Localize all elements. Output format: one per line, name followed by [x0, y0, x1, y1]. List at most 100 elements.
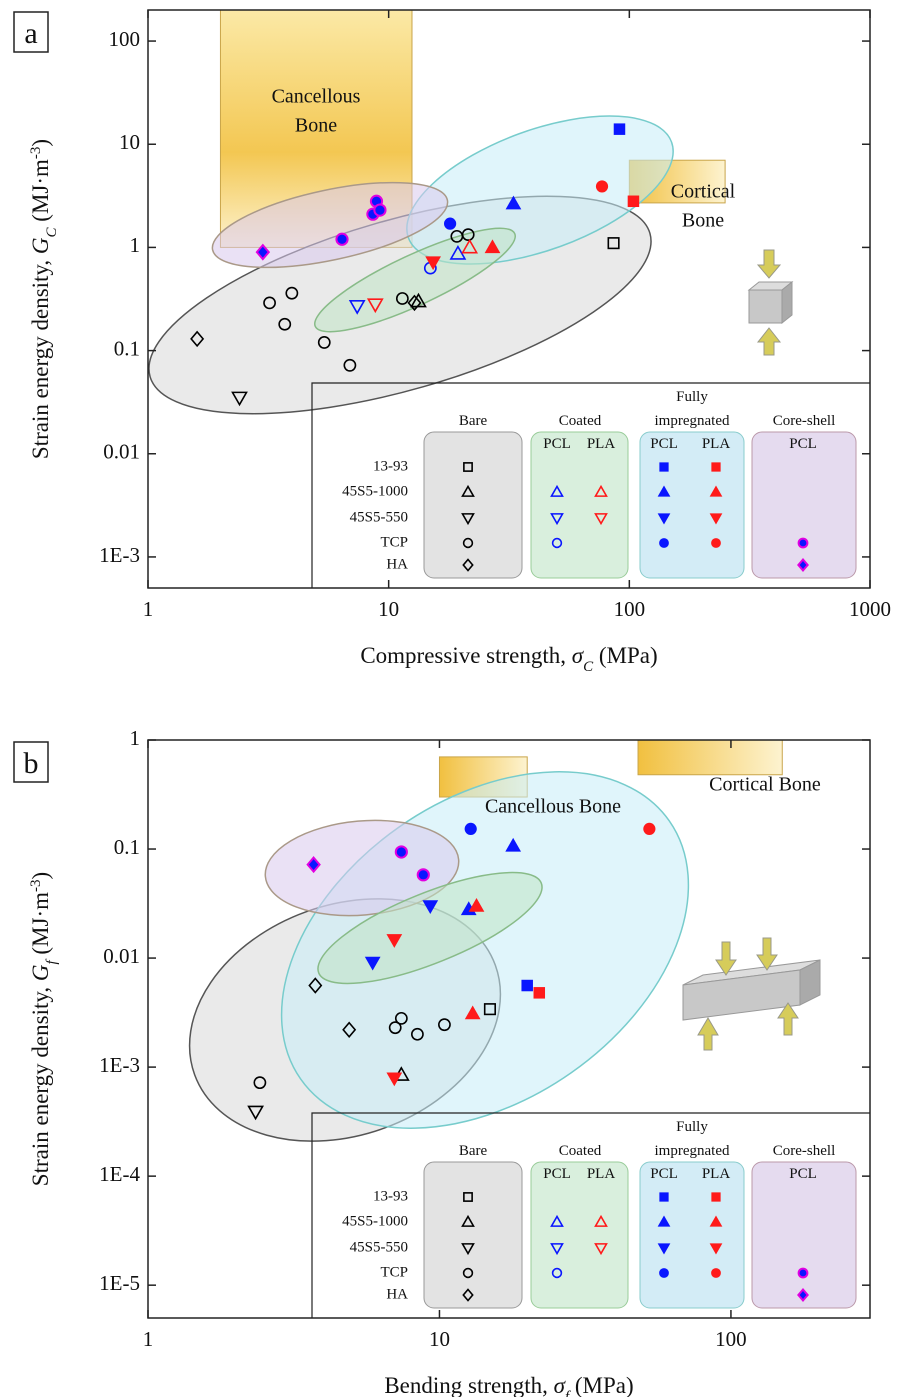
legend-group-box: [530, 431, 629, 579]
y-tick-label: 1E-4: [99, 1162, 140, 1186]
marker-D: [797, 557, 809, 573]
panel-box: [13, 741, 49, 783]
legend-row-label: 45S5-550: [350, 1239, 408, 1255]
marker-circle: [444, 217, 457, 230]
legend-row-label: 45S5-1000: [342, 1213, 408, 1229]
y-axis-title-part: C: [44, 226, 60, 237]
marker-v: [366, 298, 384, 314]
marker-v: [348, 300, 366, 315]
marker-square: [463, 1192, 473, 1202]
marker-circle: [438, 1018, 451, 1032]
legend-row-label: 13-93: [373, 1188, 408, 1204]
x-tick-label: 1: [143, 597, 154, 621]
y-tick-label: 0.01: [103, 440, 140, 464]
legend-row-label: TCP: [380, 534, 408, 550]
legend-row-label: 45S5-550: [350, 509, 408, 525]
legend-group-title: Coated: [559, 1143, 602, 1159]
legend-subtitle: PLA: [702, 436, 731, 452]
y-axis-title-part: Strain energy density,: [28, 981, 53, 1186]
legend-group-title: Fully: [676, 389, 708, 405]
marker-^: [657, 1215, 671, 1227]
legend-frame: [311, 1112, 870, 1318]
legend-subtitle: PCL: [789, 1166, 817, 1182]
x-axis-title-part: (MPa): [593, 643, 658, 668]
marker-square: [659, 462, 669, 472]
marker-v: [461, 1243, 475, 1256]
x-tick-label: 10: [378, 597, 399, 621]
marker-circle: [388, 1021, 402, 1035]
marker-D: [255, 243, 271, 261]
marker-^: [505, 837, 522, 852]
region-label: Bone: [682, 210, 724, 232]
marker-circle: [797, 537, 809, 549]
marker-circle: [643, 822, 656, 835]
legend-frame: [311, 382, 870, 588]
legend-row-label: TCP: [380, 1264, 408, 1280]
marker-square: [627, 195, 640, 208]
marker-^: [449, 245, 467, 260]
marker-v: [461, 513, 475, 526]
marker-circle: [395, 292, 409, 305]
group-ellipse: [264, 819, 460, 917]
ellipses-b: [188, 771, 690, 1142]
legend-group-box: [423, 431, 523, 579]
marker-^: [505, 195, 522, 210]
y-tick-label: 10: [119, 130, 140, 154]
x-axis-title-part: Compressive strength,: [360, 643, 571, 668]
ellipses-a: [148, 115, 674, 415]
y-tick-label: 0.1: [114, 336, 140, 360]
y-tick-label: 1E-5: [99, 1271, 140, 1295]
marker-circle: [416, 868, 430, 882]
marker-v: [386, 934, 403, 948]
marker-D: [462, 1288, 474, 1302]
y-axis-title-part: (MJ·m: [28, 892, 53, 960]
marker-circle: [461, 228, 475, 242]
marker-circle: [394, 1011, 408, 1025]
y-axis-title-part: G: [28, 964, 53, 981]
x-axis-title: Bending strength, σf (MPa): [384, 1373, 633, 1397]
legend-subtitle: PLA: [702, 1166, 731, 1182]
x-axis-title-part: C: [583, 659, 594, 675]
y-tick-label: 100: [109, 27, 141, 51]
legend-subtitle: PLA: [587, 436, 616, 452]
legend-group-box: [423, 1161, 523, 1309]
legend-group-box: [751, 1161, 857, 1309]
panel-label: b: [24, 747, 39, 780]
marker-v: [550, 1243, 564, 1256]
legend-group-box: [530, 1161, 629, 1309]
marker-^: [550, 484, 564, 497]
marker-^: [657, 485, 671, 497]
group-ellipse: [313, 227, 517, 333]
legend-group-box: [751, 431, 857, 579]
marker-D: [462, 558, 474, 572]
legend-subtitle: PCL: [650, 436, 678, 452]
regions: [438, 739, 783, 798]
legend-group-title: Coated: [559, 413, 602, 429]
marker-v: [709, 1243, 723, 1255]
marker-^: [461, 1214, 475, 1227]
plot-frame: [147, 739, 871, 1319]
x-tick-label: 100: [614, 597, 646, 621]
legend-group-title: impregnated: [655, 1143, 730, 1159]
marker-circle: [462, 1267, 474, 1279]
legend-row-label: 13-93: [373, 458, 408, 474]
y-axis-title: Strain energy density, GC (MJ·m-3): [28, 139, 60, 459]
region-label: Cancellous Bone: [485, 796, 621, 818]
region-label: Cortical: [671, 181, 736, 203]
marker-circle: [285, 286, 299, 300]
marker-circle: [659, 538, 669, 548]
marker-circle: [797, 1267, 809, 1279]
marker-v: [386, 1072, 403, 1087]
legend-group-title: impregnated: [655, 413, 730, 429]
marker-v: [594, 513, 608, 526]
panel-label: a: [24, 17, 37, 50]
marker-square: [711, 462, 721, 472]
marker-square: [533, 987, 546, 999]
legend-group-title: Fully: [676, 1119, 708, 1135]
marker-^: [594, 1214, 608, 1227]
marker-circle: [551, 1267, 563, 1279]
y-axis-title-part: ): [28, 139, 53, 147]
group-ellipse: [406, 115, 674, 265]
legend-group-title: Bare: [459, 413, 488, 429]
